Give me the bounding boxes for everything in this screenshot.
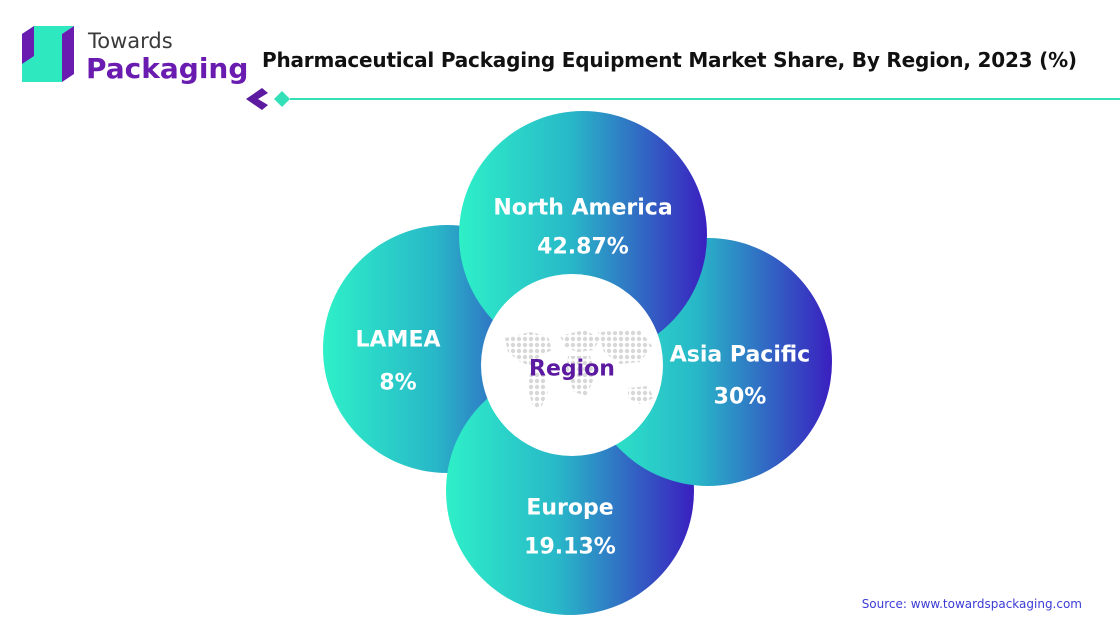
source-note: Source: www.towardspackaging.com [861,597,1082,611]
center-label: Region [529,357,615,382]
brand-line-1: Towards [88,29,173,53]
value-north-america: 42.87% [537,235,629,260]
header-line [290,98,1120,100]
logo-cube-side [62,26,74,82]
chevron-left-icon [246,88,268,110]
value-asia-pacific: 30% [714,385,767,410]
label-lamea: LAMEA [356,328,441,353]
value-europe: 19.13% [524,535,616,560]
logo-cube-top [22,26,74,34]
world-map-icon [505,330,654,410]
towards-packaging-logo [22,26,74,82]
diamond-icon [274,91,290,107]
logo-cube-inner [22,26,34,64]
header-accent-rule [246,88,1120,110]
brand-line-2: Packaging [86,52,249,85]
center-hub: Region [481,274,663,456]
label-europe: Europe [526,496,613,521]
value-lamea: 8% [379,371,416,396]
label-asia-pacific: Asia Pacific [670,343,810,368]
label-north-america: North America [493,196,672,221]
chart-title: Pharmaceutical Packaging Equipment Marke… [262,48,1077,72]
